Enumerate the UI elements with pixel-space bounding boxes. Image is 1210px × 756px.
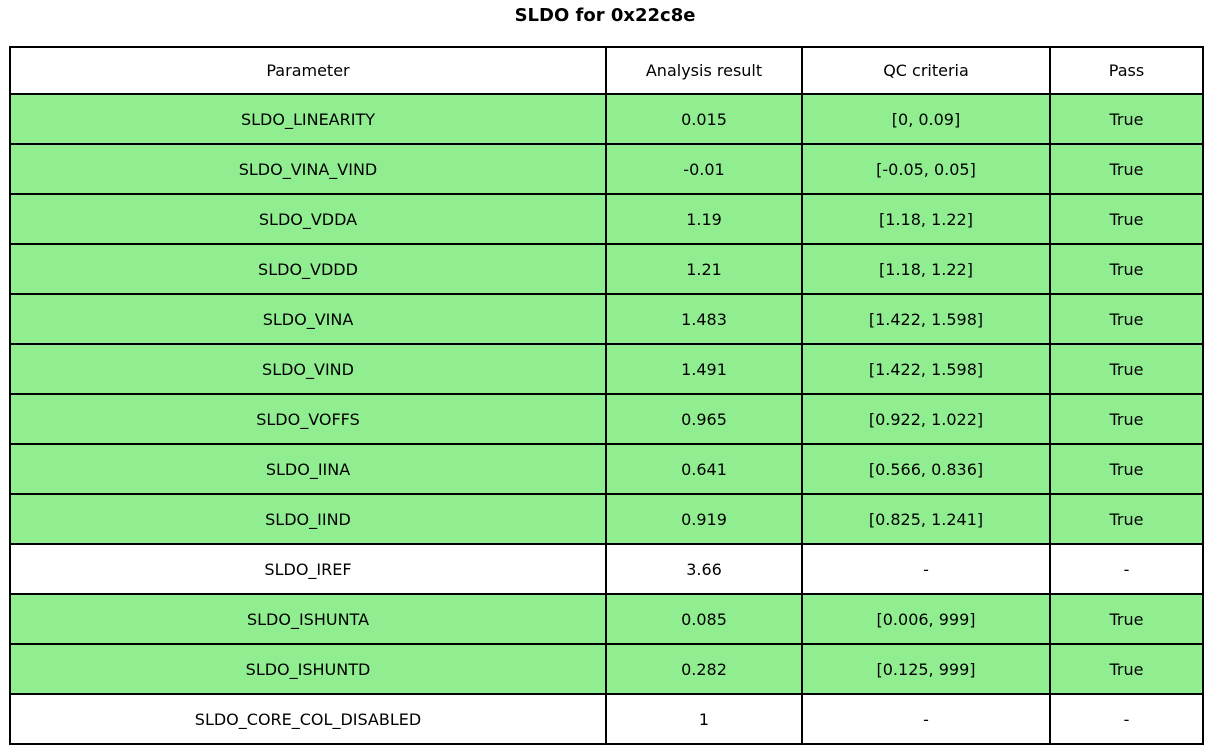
cell-result: 3.66 [605, 543, 803, 595]
cell-parameter: SLDO_VINA_VIND [9, 143, 607, 195]
cell-result: 0.641 [605, 443, 803, 495]
table-row: SLDO_VINA 1.483 [1.422, 1.598] True [9, 293, 1204, 345]
cell-result: 0.282 [605, 643, 803, 695]
table-row: SLDO_IREF 3.66- - [9, 543, 1204, 595]
table-row: SLDO_IINA 0.641 [0.566, 0.836] True [9, 443, 1204, 495]
cell-criteria: - [801, 543, 1051, 595]
cell-result: 1.21 [605, 243, 803, 295]
cell-pass: True [1049, 193, 1204, 245]
cell-result: -0.01 [605, 143, 803, 195]
cell-result: 0.965 [605, 393, 803, 445]
cell-pass: True [1049, 393, 1204, 445]
cell-parameter: SLDO_IREF [9, 543, 607, 595]
cell-criteria: [0.566, 0.836] [801, 443, 1051, 495]
cell-pass: - [1049, 693, 1204, 745]
table-header-row: Parameter Analysis result QC criteria Pass [9, 46, 1204, 95]
cell-pass: True [1049, 593, 1204, 645]
cell-result: 0.085 [605, 593, 803, 645]
cell-pass: True [1049, 343, 1204, 395]
cell-criteria: [-0.05, 0.05] [801, 143, 1051, 195]
cell-pass: - [1049, 543, 1204, 595]
qc-results-table: Parameter Analysis result QC criteria Pass … [9, 46, 1204, 745]
cell-result: 1.19 [605, 193, 803, 245]
table-row: SLDO_VDDD 1.21 [1.18, 1.22] True [9, 243, 1204, 295]
page-title: SLDO for 0x22c8e [514, 5, 696, 26]
cell-result: 0.919 [605, 493, 803, 545]
table-row: SLDO_VDDA 1.19 [1.18, 1.22] True [9, 193, 1204, 245]
cell-pass: True [1049, 443, 1204, 495]
cell-criteria: [0.125, 999] [801, 643, 1051, 695]
cell-parameter: SLDO_LINEARITY [9, 93, 607, 145]
cell-result: 0.015 [605, 93, 803, 145]
cell-parameter: SLDO_VDDD [9, 243, 607, 295]
cell-parameter: SLDO_VDDA [9, 193, 607, 245]
cell-criteria: [1.422, 1.598] [801, 293, 1051, 345]
cell-parameter: SLDO_VOFFS [9, 393, 607, 445]
table-row: SLDO_LINEARITY 0.015 [0, 0.09] True [9, 93, 1204, 145]
cell-criteria: - [801, 693, 1051, 745]
table-row: SLDO_ISHUNTA 0.085 [0.006, 999] True [9, 593, 1204, 645]
cell-parameter: SLDO_VINA [9, 293, 607, 345]
cell-pass: True [1049, 293, 1204, 345]
cell-parameter: SLDO_CORE_COL_DISABLED [9, 693, 607, 745]
column-header-analysis-result: Analysis result [605, 46, 803, 95]
column-header-qc-criteria: QC criteria [801, 46, 1051, 95]
table-row: SLDO_ISHUNTD 0.282 [0.125, 999] True [9, 643, 1204, 695]
column-header-pass: Pass [1049, 46, 1204, 95]
table-row: SLDO_VINA_VIND -0.01 [-0.05, 0.05] True [9, 143, 1204, 195]
column-header-parameter: Parameter [9, 46, 607, 95]
cell-pass: True [1049, 493, 1204, 545]
cell-criteria: [0.006, 999] [801, 593, 1051, 645]
cell-pass: True [1049, 143, 1204, 195]
cell-result: 1.483 [605, 293, 803, 345]
cell-pass: True [1049, 93, 1204, 145]
table-row: SLDO_VIND 1.491 [1.422, 1.598] True [9, 343, 1204, 395]
cell-pass: True [1049, 243, 1204, 295]
cell-criteria: [1.422, 1.598] [801, 343, 1051, 395]
cell-criteria: [0, 0.09] [801, 93, 1051, 145]
cell-result: 1.491 [605, 343, 803, 395]
cell-parameter: SLDO_ISHUNTA [9, 593, 607, 645]
cell-criteria: [1.18, 1.22] [801, 193, 1051, 245]
table-row: SLDO_CORE_COL_DISABLED 1- - [9, 693, 1204, 745]
cell-parameter: SLDO_VIND [9, 343, 607, 395]
cell-parameter: SLDO_IIND [9, 493, 607, 545]
cell-criteria: [0.825, 1.241] [801, 493, 1051, 545]
table-row: SLDO_VOFFS 0.965 [0.922, 1.022] True [9, 393, 1204, 445]
table-row: SLDO_IIND 0.919 [0.825, 1.241] True [9, 493, 1204, 545]
cell-parameter: SLDO_ISHUNTD [9, 643, 607, 695]
cell-pass: True [1049, 643, 1204, 695]
cell-result: 1 [605, 693, 803, 745]
cell-parameter: SLDO_IINA [9, 443, 607, 495]
cell-criteria: [1.18, 1.22] [801, 243, 1051, 295]
cell-criteria: [0.922, 1.022] [801, 393, 1051, 445]
